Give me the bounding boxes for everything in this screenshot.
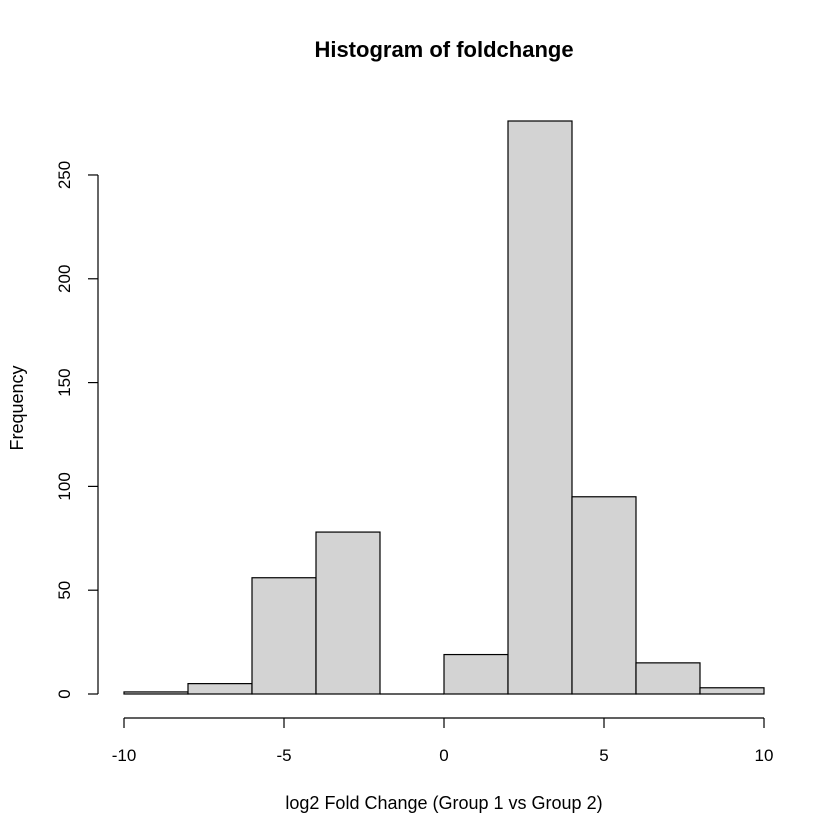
chart-title: Histogram of foldchange (314, 37, 573, 62)
histogram-bar-1 (187, 683, 253, 695)
x-tick-label-0: -10 (112, 746, 137, 765)
y-axis-label: Frequency (7, 365, 27, 450)
x-tick-label-2: 0 (439, 746, 448, 765)
histogram-bar-5 (443, 653, 509, 695)
x-axis-label: log2 Fold Change (Group 1 vs Group 2) (285, 793, 602, 813)
y-tick-label-1: 50 (55, 581, 74, 600)
histogram-bar-0 (123, 691, 189, 695)
x-axis: -10 -5 0 5 10 (112, 717, 774, 765)
histogram-bar-2 (251, 577, 317, 695)
histogram-bar-3 (315, 531, 381, 695)
histogram-bar-6 (507, 120, 573, 695)
x-tick-label-3: 5 (599, 746, 608, 765)
histogram-bar-9 (699, 687, 765, 695)
x-tick-label-4: 10 (755, 746, 774, 765)
y-tick-label-4: 200 (55, 265, 74, 293)
bars (123, 120, 765, 695)
y-tick-label-0: 0 (55, 689, 74, 698)
y-axis: 0 50 100 150 200 250 (55, 161, 99, 699)
histogram-bar-8 (635, 662, 701, 695)
y-tick-label-2: 100 (55, 472, 74, 500)
y-tick-label-3: 150 (55, 368, 74, 396)
x-tick-label-1: -5 (276, 746, 291, 765)
y-tick-label-5: 250 (55, 161, 74, 189)
histogram-bar-7 (571, 496, 637, 695)
